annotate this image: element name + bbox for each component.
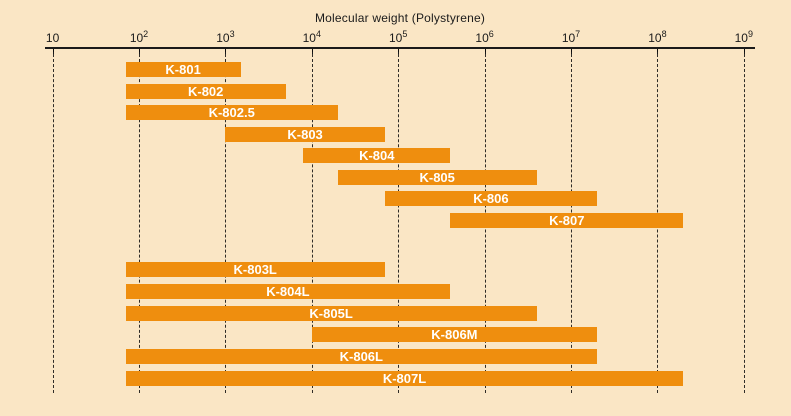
bar-k-806: K-806: [384, 191, 597, 207]
bar-k-805l: K-805L: [125, 305, 537, 321]
bar-k-806m: K-806M: [311, 327, 597, 343]
gridline-10e2: [139, 49, 140, 393]
bar-label: K-802.5: [208, 105, 255, 121]
gridline-10e3: [225, 49, 227, 393]
bar-label: K-805: [419, 169, 455, 185]
axis-tick-label-10e7: 107: [561, 29, 581, 46]
bar-k-807: K-807: [450, 212, 684, 228]
chart-title: Molecular weight (Polystyrene): [314, 11, 486, 25]
bar-k-803: K-803: [225, 126, 385, 142]
gridline-10e4: [311, 49, 313, 393]
axis-tick-label-10e9: 109: [734, 29, 753, 46]
axis-tick-label-10e8: 108: [648, 29, 667, 46]
axis-tick-label-10e1: 10: [45, 31, 60, 45]
bar-label: K-806M: [431, 327, 478, 343]
gridline-10e1: [52, 49, 54, 393]
bar-k-804l: K-804L: [125, 283, 451, 299]
bar-label: K-801: [165, 62, 201, 77]
axis-tick-label-10e2: 102: [129, 29, 149, 46]
axis-tick-label-10e3: 103: [216, 29, 235, 46]
axis-tick-label-10e6: 106: [475, 29, 494, 46]
bar-k-802: K-802: [125, 83, 286, 99]
bar-label: K-803: [287, 126, 323, 142]
gridline-10e5: [398, 49, 400, 393]
x-axis-line: [45, 47, 755, 49]
bar-label: K-805L: [309, 305, 353, 321]
bar-label: K-802: [187, 83, 224, 99]
bar-k-801: K-801: [125, 62, 241, 77]
bar-label: K-807L: [382, 371, 427, 386]
bar-label: K-806: [473, 191, 509, 207]
bar-label: K-804L: [266, 283, 310, 299]
bar-k-806l: K-806L: [125, 349, 597, 365]
bar-k-802-5: K-802.5: [125, 105, 338, 121]
bar-k-803l: K-803L: [125, 262, 385, 277]
bar-label: K-804: [359, 148, 395, 164]
axis-tick-label-10e5: 105: [389, 29, 408, 46]
bar-label: K-807: [549, 212, 585, 228]
bar-k-804: K-804: [303, 148, 451, 164]
bar-label: K-803L: [233, 262, 277, 277]
bar-k-807l: K-807L: [125, 371, 684, 386]
bar-label: K-806L: [339, 349, 383, 365]
bar-k-805: K-805: [337, 169, 537, 185]
axis-tick-label-10e4: 104: [302, 29, 321, 46]
gridline-10e9: [743, 49, 745, 393]
